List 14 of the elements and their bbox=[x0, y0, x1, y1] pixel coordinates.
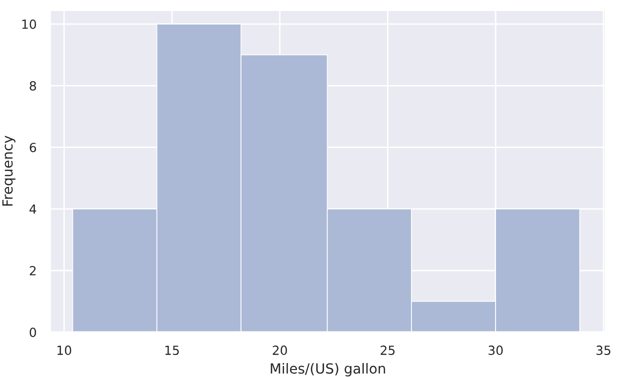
y-tick-label: 2 bbox=[30, 266, 36, 276]
y-tick-label: 4 bbox=[30, 204, 36, 214]
y-tick-label: 8 bbox=[30, 81, 36, 91]
x-tick-label: 10 bbox=[58, 346, 72, 356]
x-tick-label: 30 bbox=[488, 346, 503, 356]
y-axis-title: Frequency bbox=[2, 136, 16, 206]
x-tick-label: 35 bbox=[596, 346, 610, 356]
x-tick-label: 15 bbox=[165, 346, 179, 356]
y-tick-label: 10 bbox=[22, 20, 36, 29]
y-tick-label: 6 bbox=[30, 142, 36, 152]
y-tick-label: 0 bbox=[30, 328, 36, 338]
x-tick-label: 25 bbox=[380, 346, 395, 356]
x-axis-title: Miles/(US) gallon bbox=[270, 362, 386, 376]
x-tick-label: 20 bbox=[272, 346, 287, 356]
